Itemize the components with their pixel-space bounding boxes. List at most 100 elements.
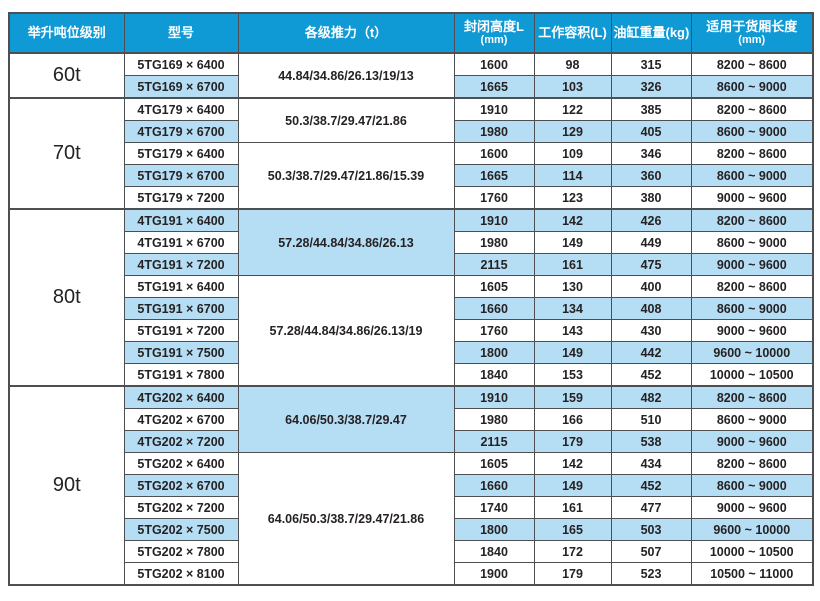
table-row: 5TG179 × 6700 1665 114 360 8600 ~ 9000 [9, 164, 814, 187]
cylinder-weight-cell: 405 [610, 120, 692, 143]
model-cell: 5TG191 × 6700 [123, 297, 239, 320]
cylinder-weight-cell: 507 [610, 540, 692, 563]
tonnage-cell: 70t [8, 97, 125, 210]
working-volume-cell: 122 [533, 97, 612, 121]
table-row: 5TG202 × 6400 64.06/50.3/38.7/29.47/21.86… [9, 452, 814, 586]
closed-height-cell: 1800 [453, 341, 535, 364]
working-volume-cell: 114 [533, 164, 612, 187]
table-row: 5TG191 × 7500 1800 149 442 9600 ~ 10000 [9, 341, 814, 364]
table-row: 5TG191 × 7200 1760 143 430 9000 ~ 9600 [9, 319, 814, 342]
working-volume-cell: 109 [533, 142, 612, 165]
model-cell: 5TG169 × 6700 [123, 75, 239, 99]
model-cell: 5TG179 × 6700 [123, 164, 239, 187]
table-row: 5TG202 × 7500 1800 165 503 9600 ~ 10000 [9, 518, 814, 541]
cylinder-weight-cell: 482 [610, 385, 692, 409]
model-cell: 4TG202 × 7200 [123, 430, 239, 453]
closed-height-cell: 1980 [453, 408, 535, 431]
cylinder-weight-cell: 400 [610, 275, 692, 298]
cargo-length-cell: 8600 ~ 9000 [690, 164, 814, 187]
model-cell: 5TG202 × 7200 [123, 496, 239, 519]
col-header-thrust: 各级推力（t） [237, 12, 455, 54]
tonnage-cell: 60t [8, 52, 125, 99]
col-header-tonnage: 举升吨位级别 [8, 12, 125, 54]
cylinder-weight-cell: 538 [610, 430, 692, 453]
cylinder-weight-cell: 385 [610, 97, 692, 121]
closed-height-cell: 1665 [453, 164, 535, 187]
working-volume-cell: 149 [533, 231, 612, 254]
cylinder-weight-cell: 430 [610, 319, 692, 342]
model-cell: 5TG179 × 7200 [123, 186, 239, 210]
cylinder-weight-cell: 380 [610, 186, 692, 210]
table-row: 60t 5TG169 × 6400 44.84/34.86/26.13/19/13 1… [8, 52, 814, 99]
closed-height-cell: 1980 [453, 231, 535, 254]
cargo-length-cell: 10500 ~ 11000 [690, 562, 814, 586]
model-cell: 4TG179 × 6400 [123, 97, 239, 121]
cargo-length-cell: 8600 ~ 9000 [690, 474, 814, 497]
cylinder-weight-cell: 503 [610, 518, 692, 541]
closed-height-cell: 1600 [453, 52, 535, 76]
cargo-length-cell: 9600 ~ 10000 [690, 341, 814, 364]
closed-height-cell: 1980 [453, 120, 535, 143]
thrust-cell: 64.06/50.3/38.7/29.47/21.86 [237, 452, 455, 586]
model-cell: 5TG191 × 7800 [123, 363, 239, 387]
model-cell: 5TG202 × 7500 [123, 518, 239, 541]
working-volume-cell: 129 [533, 120, 612, 143]
working-volume-cell: 130 [533, 275, 612, 298]
cargo-length-cell: 8600 ~ 9000 [690, 120, 814, 143]
cargo-length-cell: 9000 ~ 9600 [690, 186, 814, 210]
thrust-cell: 50.3/38.7/29.47/21.86 [237, 97, 455, 143]
table-row: 5TG169 × 6700 1665 103 326 8600 ~ 9000 [9, 75, 814, 99]
closed-height-cell: 1660 [453, 297, 535, 320]
table-row: 5TG202 × 8100 1900 179 523 10500 ~ 11000 [9, 562, 814, 586]
working-volume-cell: 149 [533, 474, 612, 497]
table-row: 5TG191 × 7800 1840 153 452 10000 ~ 10500 [9, 363, 814, 387]
header-row: 举升吨位级别 型号 各级推力（t） 封闭高度L (mm) 工作容积(L) 油缸重量… [8, 12, 814, 54]
working-volume-cell: 179 [533, 562, 612, 586]
closed-height-cell: 1760 [453, 186, 535, 210]
spec-table-container: 举升吨位级别 型号 各级推力（t） 封闭高度L (mm) 工作容积(L) 油缸重量… [8, 12, 814, 586]
closed-height-cell: 1840 [453, 540, 535, 563]
tonnage-cell: 90t [8, 385, 125, 586]
closed-height-cell: 2115 [453, 253, 535, 276]
model-cell: 5TG202 × 6400 [123, 452, 239, 475]
working-volume-cell: 166 [533, 408, 612, 431]
cargo-length-cell: 9000 ~ 9600 [690, 253, 814, 276]
model-cell: 5TG202 × 8100 [123, 562, 239, 586]
working-volume-cell: 149 [533, 341, 612, 364]
working-volume-cell: 123 [533, 186, 612, 210]
cylinder-weight-cell: 326 [610, 75, 692, 99]
cylinder-weight-cell: 452 [610, 363, 692, 387]
cargo-length-cell: 8200 ~ 8600 [690, 452, 814, 475]
cargo-length-cell: 9000 ~ 9600 [690, 496, 814, 519]
table-row: 5TG191 × 6400 57.28/44.84/34.86/26.13/19 1… [9, 275, 814, 387]
working-volume-cell: 142 [533, 452, 612, 475]
working-volume-cell: 103 [533, 75, 612, 99]
thrust-cell: 57.28/44.84/34.86/26.13 [237, 208, 455, 276]
cargo-length-cell: 8600 ~ 9000 [690, 297, 814, 320]
closed-height-cell: 1605 [453, 275, 535, 298]
model-cell: 5TG191 × 7200 [123, 319, 239, 342]
cargo-length-cell: 8600 ~ 9000 [690, 231, 814, 254]
cargo-length-cell: 8200 ~ 8600 [690, 385, 814, 409]
cargo-length-cell: 8600 ~ 9000 [690, 408, 814, 431]
tonnage-cell: 80t [8, 208, 125, 387]
closed-height-cell: 1840 [453, 363, 535, 387]
closed-height-cell: 1900 [453, 562, 535, 586]
working-volume-cell: 142 [533, 208, 612, 232]
model-cell: 4TG179 × 6700 [123, 120, 239, 143]
table-row: 4TG202 × 7200 2115 179 538 9000 ~ 9600 [9, 430, 814, 453]
model-cell: 4TG191 × 6700 [123, 231, 239, 254]
closed-height-cell: 1605 [453, 452, 535, 475]
cargo-length-cell: 10000 ~ 10500 [690, 363, 814, 387]
table-row: 90t 4TG202 × 6400 64.06/50.3/38.7/29.47 191… [8, 385, 814, 586]
closed-height-cell: 1910 [453, 208, 535, 232]
cargo-length-cell: 9600 ~ 10000 [690, 518, 814, 541]
closed-height-cell: 1910 [453, 385, 535, 409]
model-cell: 5TG191 × 6400 [123, 275, 239, 298]
closed-height-cell: 1910 [453, 97, 535, 121]
model-cell: 4TG191 × 7200 [123, 253, 239, 276]
table-row: 4TG191 × 6700 1980 149 449 8600 ~ 9000 [9, 231, 814, 254]
working-volume-cell: 159 [533, 385, 612, 409]
cylinder-weight-cell: 475 [610, 253, 692, 276]
cylinder-weight-cell: 510 [610, 408, 692, 431]
